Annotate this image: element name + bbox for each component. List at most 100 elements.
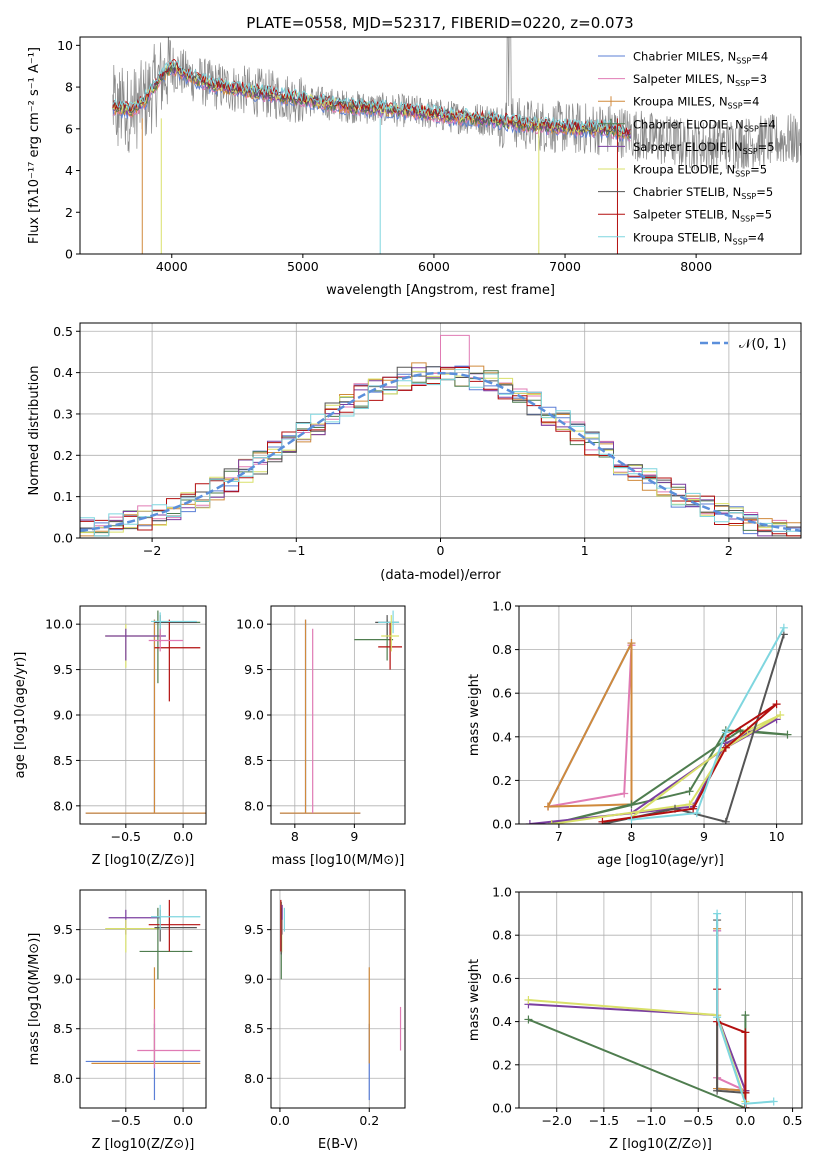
mass-weight-age-point bbox=[627, 800, 636, 809]
y-tick-label: 8.5 bbox=[244, 753, 264, 768]
legend-subscript: SSP bbox=[736, 57, 751, 66]
mass-weight-z-point bbox=[713, 1013, 722, 1022]
mass-weight-age-point bbox=[525, 820, 534, 824]
massweight-vs-age-frame: 7 8 9 10 0.0 0.2 0.4 0.6 0.8 1.0 age [log10(age/yr… bbox=[467, 599, 803, 868]
mass-weight-age-point bbox=[598, 817, 607, 824]
plot-frame bbox=[79, 889, 207, 1109]
normal-distribution-curve bbox=[80, 371, 801, 533]
x-tick-label: 0.5 bbox=[783, 1113, 803, 1128]
histogram-step-line bbox=[80, 367, 801, 537]
legend-subscript: SSP bbox=[744, 124, 759, 133]
legend-subscript: SSP bbox=[743, 147, 758, 156]
x-tick-label: 7 bbox=[555, 829, 563, 844]
mass-weight-z-line bbox=[528, 1015, 747, 1108]
x-tick-label: 0.0 bbox=[173, 1113, 193, 1128]
x-tick-label: 2 bbox=[725, 543, 733, 558]
x-tick-label: 8 bbox=[627, 829, 635, 844]
plot-frame bbox=[270, 889, 406, 1109]
x-axis-label: age [log10(age/yr)] bbox=[597, 853, 724, 868]
y-tick-label: 8.5 bbox=[53, 753, 73, 768]
y-axis-label: Flux [fλ10⁻¹⁷ erg cm⁻² s⁻¹ A⁻¹] bbox=[27, 47, 42, 244]
residual-histogram-frame: −2 −1 0 1 2 0.0 0.1 0.2 0.3 0.4 0.5 (data-model)/er… bbox=[27, 322, 802, 583]
x-tick-label: 0.2 bbox=[359, 1113, 379, 1128]
legend-label: Kroupa STELIB, NSSP=4 bbox=[633, 230, 764, 246]
y-tick-label: 1.0 bbox=[492, 599, 512, 614]
y-tick-label: 0.4 bbox=[53, 365, 73, 380]
y-tick-label: 2 bbox=[65, 205, 73, 220]
y-tick-label: 9.5 bbox=[244, 922, 264, 937]
y-axis-label: mass [log10(M/M⊙)] bbox=[27, 933, 42, 1066]
y-tick-label: 8.0 bbox=[244, 798, 264, 813]
mass-weight-z-line bbox=[528, 1003, 747, 1108]
plot-frame bbox=[518, 891, 803, 1109]
mass-vs-Z-axes bbox=[80, 890, 206, 1108]
y-tick-label: 8.5 bbox=[53, 1021, 73, 1036]
histogram-step-line bbox=[80, 369, 801, 537]
x-tick-label: 0 bbox=[437, 543, 445, 558]
massweight-vs-Z-frame: −2.0 −1.5 −1.0 −0.5 0.0 0.5 0.0 0.2 0.4 0.6 0.8 1.0… bbox=[467, 885, 803, 1153]
mass-weight-age-point bbox=[776, 711, 785, 719]
mass-weight-z-point bbox=[524, 1015, 533, 1024]
legend-subscript: SSP bbox=[735, 79, 750, 88]
model-spectrum-line bbox=[112, 64, 631, 141]
mass-weight-age-point bbox=[685, 800, 694, 809]
mass-vs-EBV-frame: 0.0 0.2 8.0 8.5 9.0 9.5 E(B-V) bbox=[244, 889, 406, 1152]
legend-value: =4 bbox=[759, 117, 776, 131]
observed-spectrum-line bbox=[112, 37, 801, 172]
x-tick-label: 7000 bbox=[549, 259, 581, 274]
x-axis-label: (data-model)/error bbox=[380, 568, 501, 583]
spectrum-frame: 4000 5000 6000 7000 8000 0 2 4 6 8 10 wavelength [A… bbox=[27, 36, 802, 298]
mass-weight-age-point bbox=[547, 820, 556, 824]
massweight-vs-Z-axes bbox=[519, 891, 802, 1109]
mass-vs-EBV-plot-area bbox=[280, 899, 402, 1101]
legend-value: =5 bbox=[750, 163, 767, 177]
mass-weight-z-line bbox=[716, 930, 746, 1092]
y-tick-label: 9.5 bbox=[244, 662, 264, 677]
x-tick-label: 10 bbox=[769, 829, 785, 844]
y-tick-label: 0.2 bbox=[492, 1057, 512, 1072]
y-tick-label: 8.5 bbox=[244, 1021, 264, 1036]
x-tick-label: −2 bbox=[143, 543, 161, 558]
mass-weight-age-point bbox=[685, 787, 694, 796]
x-tick-label: 6000 bbox=[418, 259, 450, 274]
legend-value: =4 bbox=[748, 230, 765, 244]
x-tick-label: −1.0 bbox=[636, 1113, 666, 1128]
legend-subscript: SSP bbox=[733, 237, 748, 246]
y-tick-label: 4 bbox=[65, 163, 73, 178]
legend-label: Chabrier MILES, NSSP=4 bbox=[633, 50, 768, 66]
x-tick-label: 9 bbox=[350, 829, 358, 844]
x-axis-label: wavelength [Angstrom, rest frame] bbox=[326, 283, 555, 298]
y-tick-label: 10.0 bbox=[236, 617, 264, 632]
y-tick-label: 9.5 bbox=[53, 662, 73, 677]
legend-subscript: SSP bbox=[740, 215, 755, 224]
mass-weight-z-point bbox=[741, 1099, 750, 1108]
y-axis-label: mass weight bbox=[467, 959, 482, 1041]
mass-weight-age-point bbox=[689, 804, 698, 813]
figure-title: PLATE=0558, MJD=52317, FIBERID=0220, z=0… bbox=[246, 14, 633, 32]
y-tick-label: 8.0 bbox=[53, 1071, 73, 1086]
y-axis-label: mass weight bbox=[467, 674, 482, 756]
age-vs-Z-frame: −0.5 0.0 8.0 8.5 9.0 9.5 10.0 Z [log10(Z/Z⊙)] ag… bbox=[13, 605, 207, 868]
x-tick-label: 1 bbox=[581, 543, 589, 558]
y-tick-label: 0.4 bbox=[492, 729, 512, 744]
x-tick-label: −0.5 bbox=[683, 1113, 713, 1128]
massweight-vs-age-plot-area bbox=[525, 623, 792, 824]
mass-weight-age-line bbox=[631, 627, 785, 821]
legend-value: =5 bbox=[755, 208, 772, 222]
x-tick-label: 0.0 bbox=[270, 1113, 290, 1128]
x-axis-label: Z [log10(Z/Z⊙)] bbox=[92, 853, 195, 868]
mass-weight-z-point bbox=[769, 1097, 778, 1106]
legend-value: =4 bbox=[743, 95, 760, 109]
mass-weight-age-point bbox=[544, 802, 553, 811]
mass-weight-z-point bbox=[524, 996, 533, 1004]
x-axis-label: Z [log10(Z/Z⊙)] bbox=[609, 1137, 712, 1152]
y-tick-label: 0.8 bbox=[492, 642, 512, 657]
x-tick-label: 0.0 bbox=[735, 1113, 755, 1128]
mass-vs-Z-plot-area bbox=[85, 899, 201, 1101]
mass-weight-age-point bbox=[721, 817, 730, 824]
age-vs-Z-plot-area bbox=[85, 610, 206, 814]
y-tick-label: 0.1 bbox=[53, 489, 73, 504]
legend-subscript: SSP bbox=[728, 102, 743, 111]
mass-weight-z-point bbox=[741, 1028, 750, 1037]
mass-weight-age-point bbox=[692, 809, 701, 818]
